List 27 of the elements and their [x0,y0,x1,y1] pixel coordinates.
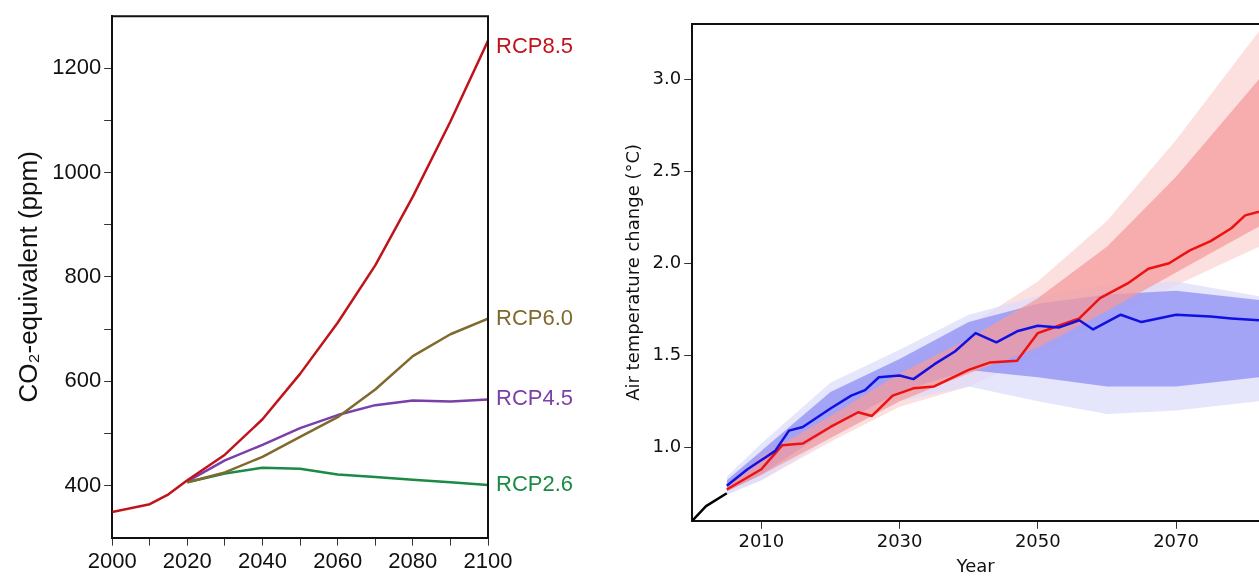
x-tick-label: 2060 [313,547,363,573]
y-tick-label: 600 [64,367,102,393]
series-label: RCP4.5 [496,385,574,411]
y-tick-label: 1.5 [652,342,682,364]
x-tick-label: 2050 [1014,530,1061,552]
y-tick-label: 1200 [52,54,102,80]
y-axis-title: CO₂-equivalent (ppm) [12,151,43,403]
y-tick-label: 1000 [52,158,102,184]
y-tick-label: 2.0 [652,250,682,272]
series-label: RCP6.0 [496,304,574,330]
x-tick-label: 2080 [388,547,438,573]
y-tick-label: 3.0 [652,66,682,88]
series-label: RCP8.5 [496,32,574,58]
x-tick-label: 2000 [87,547,137,573]
y-tick-label: 400 [64,471,102,497]
x-tick-label: 2010 [738,530,785,552]
x-tick-label: 2040 [238,547,287,573]
x-axis-title: Year [955,554,996,576]
y-tick-label: 1.0 [652,434,682,456]
y-tick-label: 800 [64,262,102,288]
x-tick-label: 2030 [876,530,923,552]
x-tick-label: 2100 [463,547,513,573]
y-tick-label: 2.5 [652,158,682,180]
y-axis-title: Air temperature change (°C) [622,143,644,401]
x-tick-label: 2020 [162,547,212,573]
series-label: RCP2.6 [496,471,574,496]
x-tick-label: 2070 [1153,530,1199,552]
